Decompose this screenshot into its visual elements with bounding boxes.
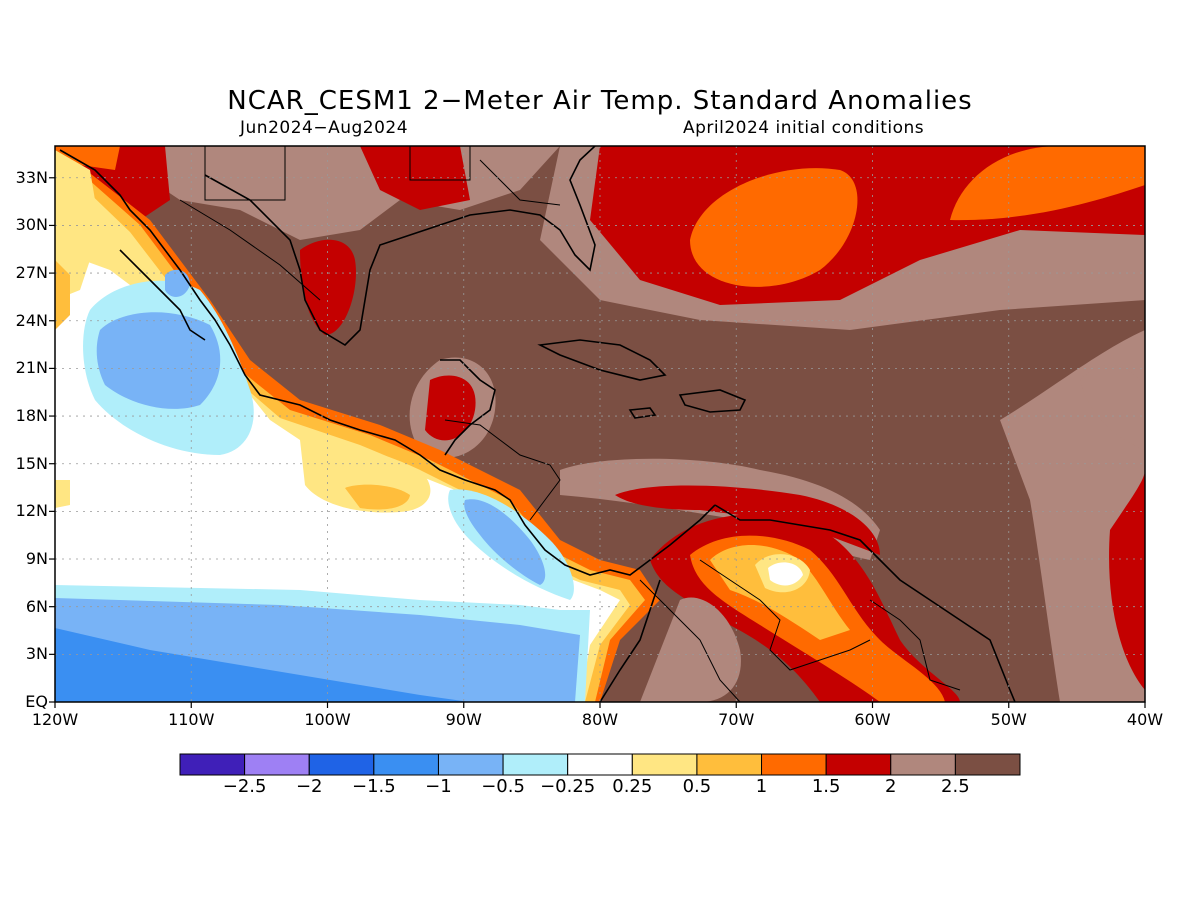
gridlines [55,146,1145,702]
colorbar-label: 1 [755,776,768,797]
colorbar-label: 0.25 [612,776,653,797]
field-east-red [1109,470,1145,690]
lon-label: 110W [168,710,215,729]
lat-label: 18N [15,406,48,426]
lat-label: 33N [15,167,48,187]
lat-label: 3N [25,644,48,664]
field-venezuela-yellow [710,545,850,640]
lon-label: 70W [718,710,755,729]
lat-label: 6N [25,596,48,616]
colorbar-label: 2 [885,776,897,797]
lon-label: 120W [31,710,79,729]
colorbar [179,753,1021,776]
field-yucatan-red [425,375,476,441]
field-pacific-cool-2 [96,312,221,409]
field-pacific-cool-8 [55,628,470,702]
field-pacific-pale-nw [55,150,100,300]
colorbar-label: −1.5 [351,776,396,797]
lon-label: 80W [581,710,619,729]
lon-label: 90W [445,710,482,729]
lat-label: 12N [15,501,48,521]
colorbar-swatch [825,753,892,776]
colorbar-swatch [437,753,504,776]
field-atlantic-orange-2 [950,146,1145,221]
colorbar-swatch [954,753,1021,776]
lon-label: 40W [1126,710,1164,729]
field-atlantic-orange-1 [690,168,858,287]
borders [179,146,961,702]
colorbar-swatch [244,753,310,776]
field-colombia-light [640,597,741,702]
lat-label: 21N [15,358,48,378]
map-fields [55,146,1145,702]
axis-ticks [49,177,1146,708]
colorbar-label: 2.5 [941,776,970,797]
lon-label: 60W [854,710,891,729]
field-pacific-cool-5 [464,499,546,585]
field-us-red [360,146,470,210]
field-mexico-red [300,239,356,335]
colorbar-label: −0.25 [540,776,596,797]
colorbar-label: 0.5 [682,776,712,797]
lat-label: 15N [15,453,48,473]
map-title: NCAR_CESM1 2−Meter Air Temp. Standard An… [227,86,973,116]
colorbar-label: −2 [295,776,323,797]
colorbar-swatch [567,753,633,776]
colorbar-label: −1 [425,776,452,797]
coastlines [59,146,1016,702]
field-pacific-pale-w [55,480,70,508]
lat-label: 24N [15,310,48,330]
colorbar-swatch [890,753,956,776]
lat-label: EQ [25,692,48,711]
colorbar-label: −0.5 [481,776,525,797]
field-pacific-yellow-nw [55,260,70,330]
colorbar-swatch [502,753,569,776]
colorbar-swatch [179,753,246,776]
field-baja-orange [55,146,120,170]
colorbar-swatch [761,753,827,776]
field-caribbean-red [615,485,880,555]
field-pacific-yellow-mid [345,484,410,510]
colorbar-swatch [696,753,763,776]
colorbar-swatch [373,753,439,776]
initial-conditions: April2024 initial conditions [683,118,925,138]
lat-label: 9N [25,549,48,569]
forecast-period: Jun2024−Aug2024 [240,118,409,138]
field-east-light-2 [1080,365,1145,450]
colorbar-swatch [308,753,375,776]
lon-label: 100W [304,710,351,729]
lat-label: 30N [15,215,48,235]
colorbar-label: −2.5 [222,776,267,797]
field-venezuela-neutral [768,562,803,586]
colorbar-swatch [631,753,698,776]
lat-label: 27N [15,263,48,283]
lon-label: 50W [990,710,1027,729]
colorbar-label: 1.5 [811,776,841,797]
